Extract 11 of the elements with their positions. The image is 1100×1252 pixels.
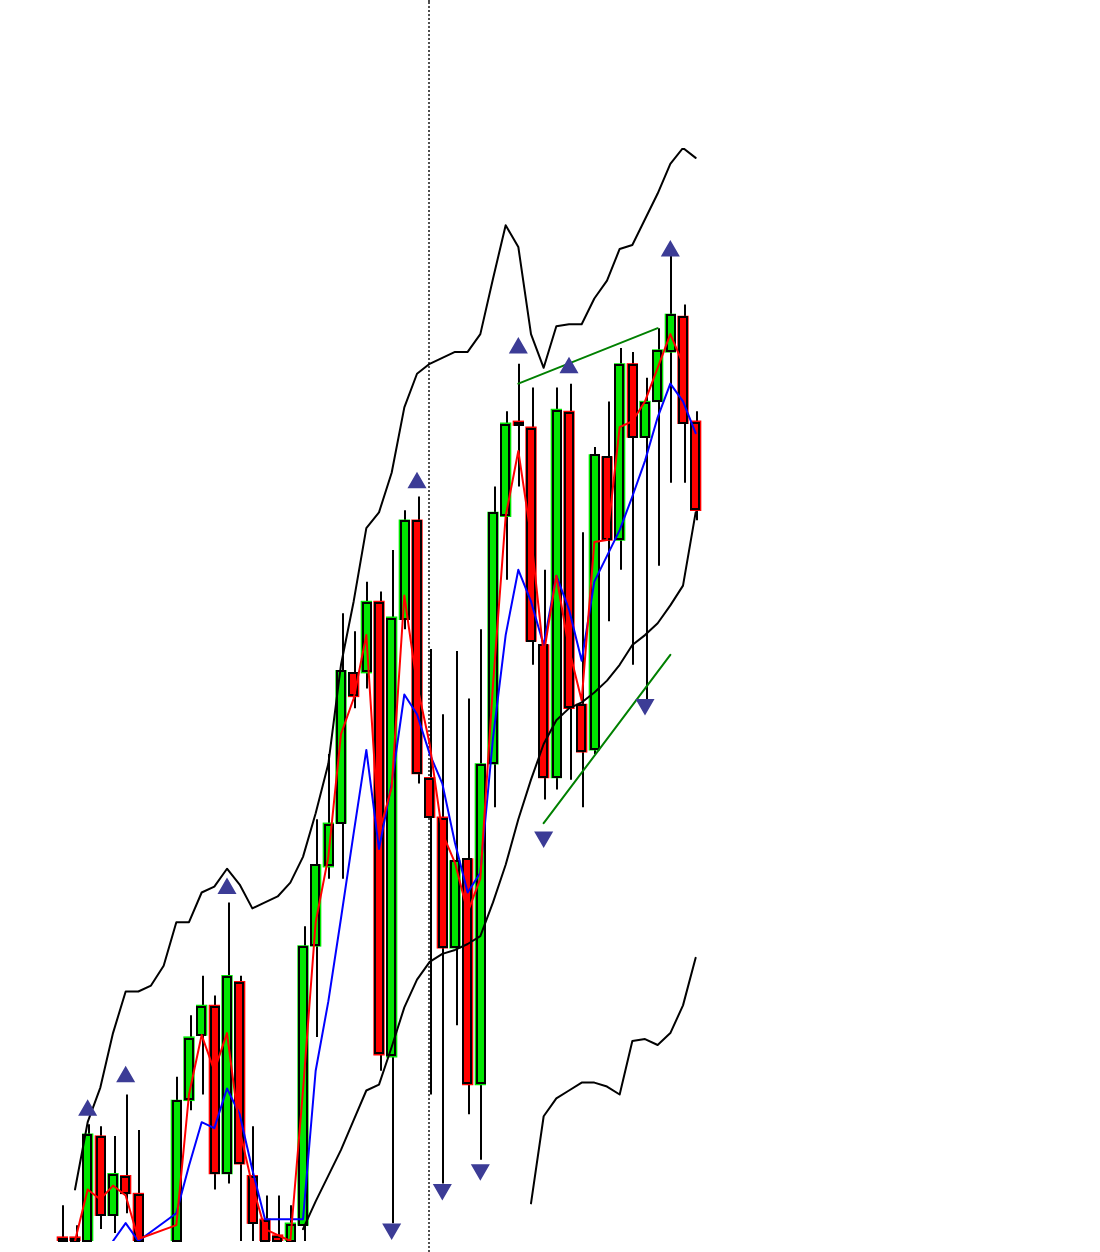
point — [661, 240, 680, 257]
point — [382, 1223, 401, 1240]
point — [433, 1184, 452, 1200]
point — [471, 1164, 490, 1180]
candlestick — [525, 386, 537, 666]
point — [636, 698, 654, 715]
point — [218, 878, 236, 895]
point — [509, 337, 528, 354]
point — [560, 357, 578, 374]
point — [408, 472, 426, 489]
point — [534, 831, 553, 848]
